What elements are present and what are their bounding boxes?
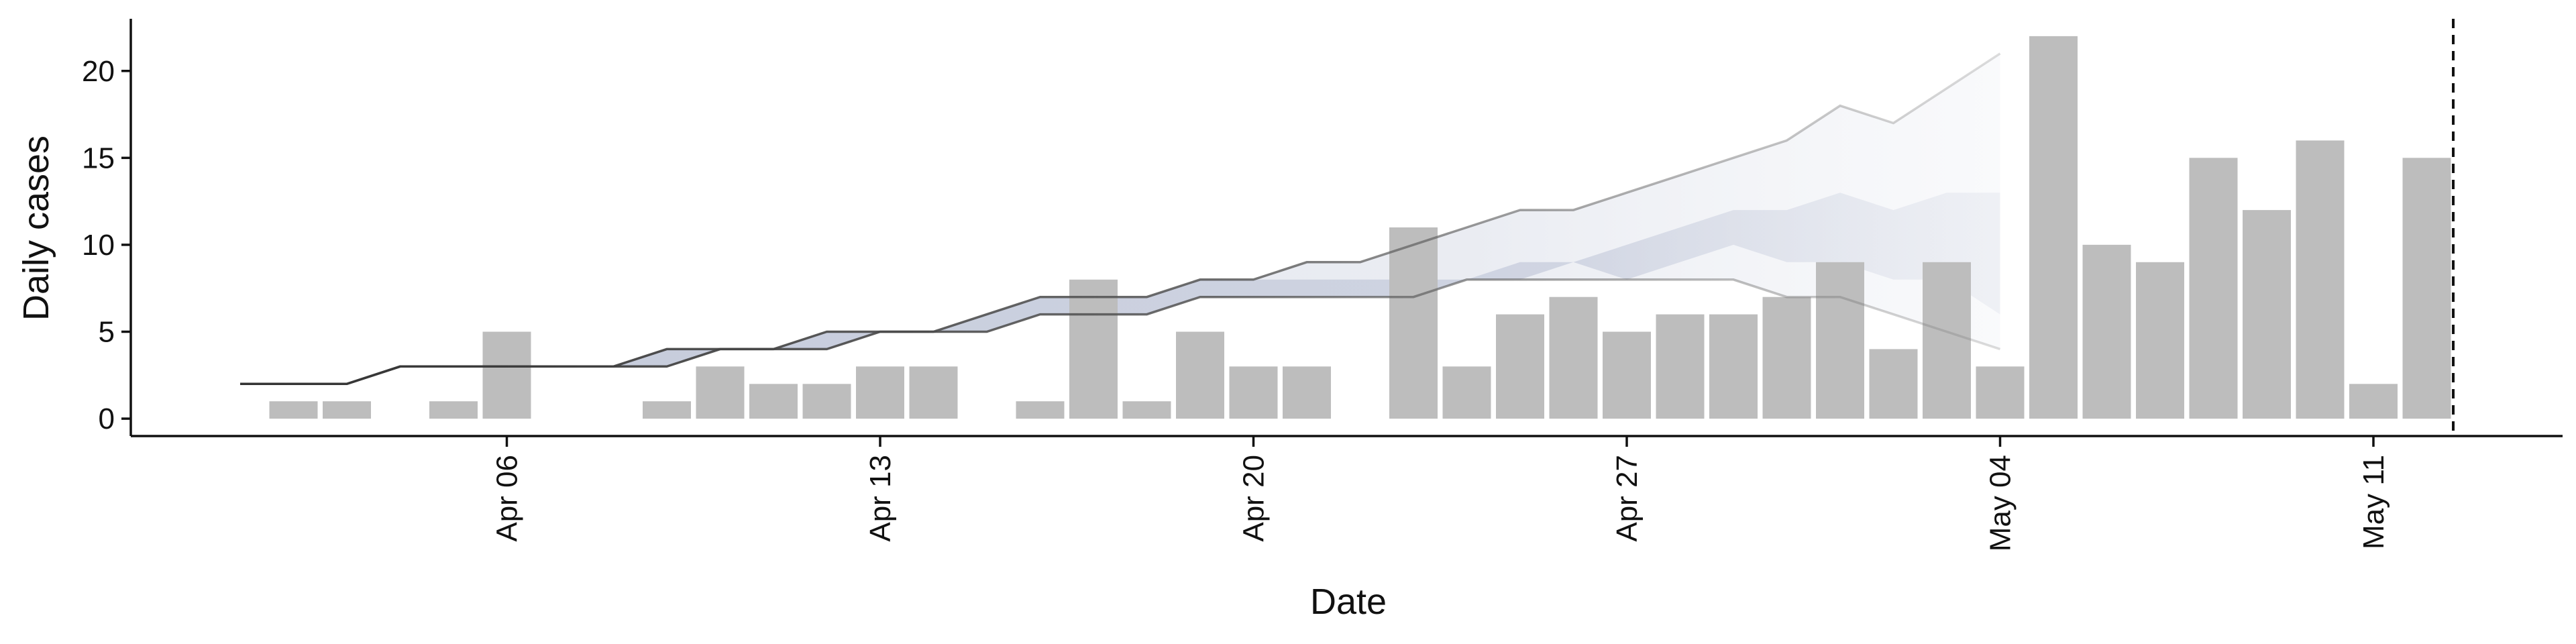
bar — [429, 401, 478, 419]
bar — [323, 401, 371, 419]
bar — [1816, 262, 1864, 419]
y-tick-label: 10 — [82, 229, 115, 262]
bar — [2349, 384, 2398, 419]
bar — [1656, 314, 1705, 419]
x-tick-label: Apr 13 — [864, 455, 897, 542]
bar — [1069, 279, 1118, 419]
forecast-bands — [240, 53, 2000, 384]
y-axis-title: Daily cases — [16, 136, 56, 321]
bar — [1549, 297, 1598, 419]
y-tick-label: 0 — [99, 402, 115, 435]
bar — [2296, 140, 2345, 419]
bar — [1016, 401, 1065, 419]
axes — [129, 19, 2563, 437]
x-tick-label: May 11 — [2357, 455, 2390, 549]
bar — [643, 401, 691, 419]
bar — [2029, 36, 2078, 419]
outer-lower-line — [240, 278, 2001, 386]
bar — [696, 366, 745, 419]
y-tick-label: 20 — [82, 55, 115, 88]
bar — [1869, 349, 1918, 419]
bar — [2136, 262, 2184, 419]
bar — [1176, 331, 1224, 419]
bar — [1496, 314, 1544, 419]
bar — [1603, 331, 1651, 419]
ticks: 0 5 10 15 20 Apr 06 Apr 13 Apr 20 Apr 27 May 04 Ma… — [82, 55, 2390, 552]
forecast-lines — [240, 52, 2001, 386]
bar — [1442, 366, 1491, 419]
x-tick-label: Apr 06 — [491, 455, 524, 542]
bar — [2189, 158, 2238, 419]
bar — [269, 401, 318, 419]
bar — [1389, 227, 1438, 419]
inner-interval-band — [240, 193, 2000, 384]
bar — [909, 366, 958, 419]
y-tick-label: 5 — [99, 316, 115, 349]
bar — [2082, 244, 2131, 419]
bar — [1762, 297, 1811, 419]
outer-interval-band — [240, 53, 2000, 384]
bar — [1709, 314, 1758, 419]
x-tick-label: Apr 27 — [1611, 455, 1644, 542]
bar — [856, 366, 904, 419]
bar — [802, 384, 851, 419]
bar — [1923, 262, 1971, 419]
bar — [1122, 401, 1171, 419]
bar — [2243, 210, 2291, 419]
bars — [269, 36, 2451, 419]
bar — [2402, 158, 2451, 419]
bar — [1229, 366, 1278, 419]
bar — [1283, 366, 1331, 419]
x-tick-label: May 04 — [1984, 455, 2017, 551]
bar — [482, 331, 531, 419]
y-tick-label: 15 — [82, 142, 115, 174]
x-tick-label: Apr 20 — [1238, 455, 1271, 542]
bar — [749, 384, 798, 419]
bar — [1976, 366, 2025, 419]
x-axis-title: Date — [1310, 582, 1387, 622]
